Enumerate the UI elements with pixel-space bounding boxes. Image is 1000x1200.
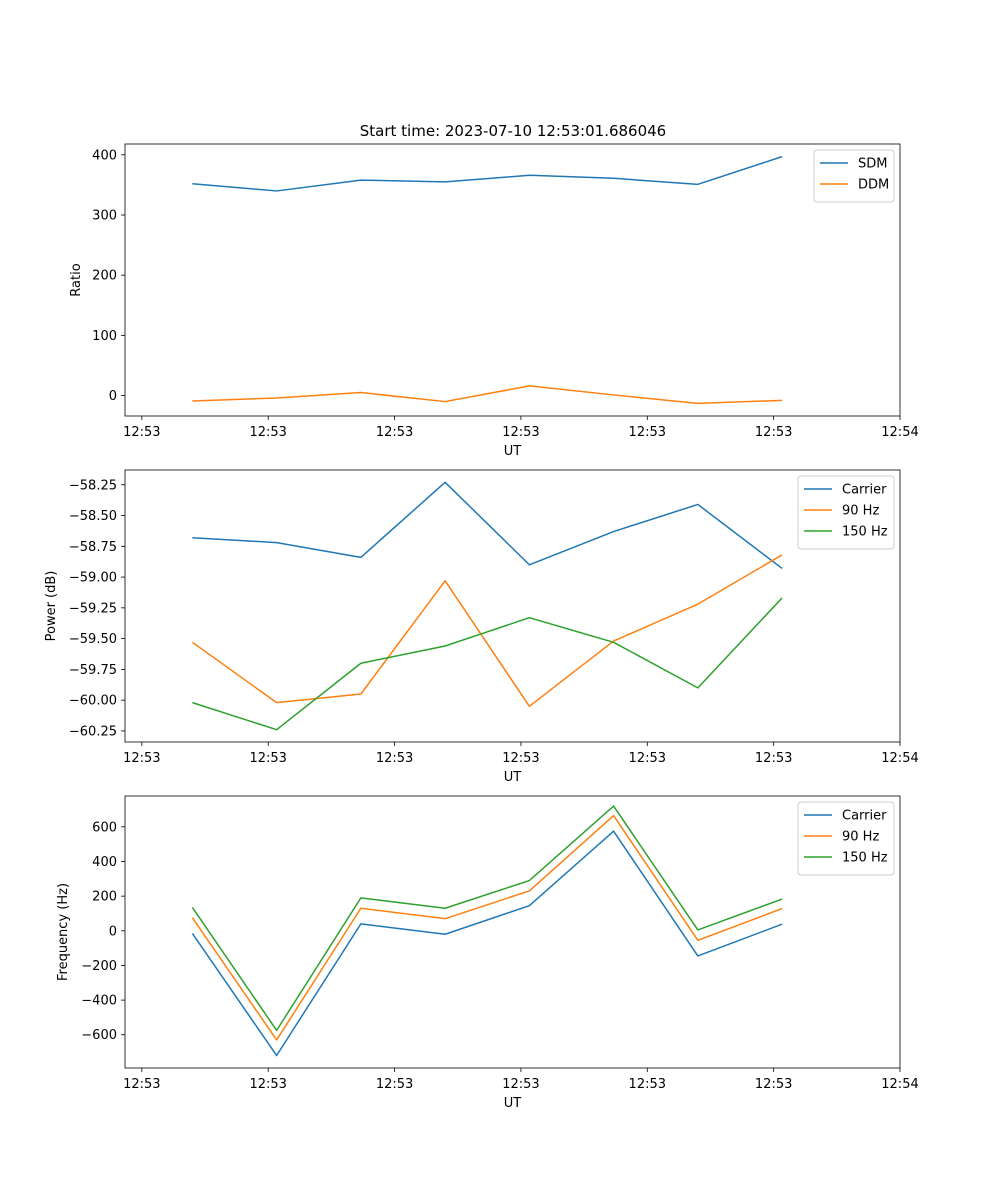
series-line-150-hz: [192, 597, 783, 731]
x-tick-label: 12:53: [249, 1077, 286, 1092]
y-tick-label: 0: [109, 389, 117, 404]
y-tick-label: −60.25: [69, 724, 117, 739]
x-tick-label: 12:53: [376, 1077, 413, 1092]
y-tick-label: 200: [92, 890, 117, 905]
x-tick-label: 12:53: [249, 425, 286, 440]
x-tick-label: 12:53: [629, 1077, 666, 1092]
x-tick-label: 12:53: [376, 425, 413, 440]
x-tick-label: 12:53: [629, 425, 666, 440]
x-tick-label: 12:53: [376, 751, 413, 766]
series-line-ddm: [192, 385, 783, 405]
legend-label: 150 Hz: [842, 851, 888, 866]
panels: 12:53 12:53 12:53 12:53 12:53 12:53 12:54 0 100 2…: [44, 143, 919, 1111]
y-axis-label: Ratio: [69, 263, 84, 296]
y-tick-label: 0: [109, 924, 117, 939]
y-tick-label: −59.00: [69, 571, 117, 586]
legend-label: 90 Hz: [842, 504, 879, 519]
legend-label: 90 Hz: [842, 830, 879, 845]
x-tick-label: 12:53: [249, 751, 286, 766]
legend-label: Carrier: [842, 483, 887, 498]
axes-frame: [124, 469, 901, 743]
x-tick-label: 12:54: [881, 425, 918, 440]
y-tick-label: 100: [92, 329, 117, 344]
x-axis-label: UT: [504, 444, 522, 459]
legend-label: DDM: [858, 178, 889, 193]
x-tick-label: 12:53: [755, 1077, 792, 1092]
x-tick-label: 12:53: [123, 425, 160, 440]
x-tick-label: 12:53: [123, 1077, 160, 1092]
y-tick-label: −60.00: [69, 694, 117, 709]
x-axis-label: UT: [504, 770, 522, 785]
x-tick-label: 12:53: [502, 751, 539, 766]
chart-panel-2: 12:53 12:53 12:53 12:53 12:53 12:53 12:54 −60.2…: [44, 469, 919, 785]
y-axis-label: Power (dB): [44, 571, 59, 642]
legend-label: Carrier: [842, 809, 887, 824]
y-tick-label: −600: [81, 1028, 117, 1043]
y-axis-label: Frequency (Hz): [56, 883, 71, 981]
y-tick-label: 600: [92, 820, 117, 835]
x-tick-label: 12:53: [502, 425, 539, 440]
legend: SDM DDM: [813, 149, 895, 203]
legend: Carrier 90 Hz 150 Hz: [797, 475, 895, 550]
legend: Carrier 90 Hz 150 Hz: [797, 801, 895, 876]
series-line-sdm: [192, 155, 783, 192]
series-line-90-hz: [191, 814, 783, 1041]
axes-frame: [124, 795, 901, 1069]
x-tick-label: 12:53: [123, 751, 160, 766]
legend-label: 150 Hz: [842, 525, 888, 540]
y-tick-label: 300: [92, 209, 117, 224]
y-tick-label: −59.50: [69, 632, 117, 647]
series-line-carrier: [192, 481, 783, 570]
series-line-90-hz: [191, 554, 783, 708]
series-line-carrier: [191, 830, 783, 1057]
y-tick-label: −59.25: [69, 601, 117, 616]
x-tick-label: 12:53: [755, 751, 792, 766]
chart-panel-1: 12:53 12:53 12:53 12:53 12:53 12:53 12:54 0 100 2…: [69, 143, 919, 459]
y-tick-label: −200: [81, 959, 117, 974]
y-tick-label: −400: [81, 994, 117, 1009]
y-tick-label: −58.75: [69, 540, 117, 555]
y-tick-label: −58.50: [69, 509, 117, 524]
x-axis-label: UT: [504, 1096, 522, 1111]
x-tick-label: 12:54: [881, 1077, 918, 1092]
y-tick-label: 200: [92, 269, 117, 284]
y-tick-label: 400: [92, 855, 117, 870]
y-tick-label: −58.25: [69, 478, 117, 493]
y-tick-label: −59.75: [69, 663, 117, 678]
legend-label: SDM: [858, 157, 887, 172]
x-tick-label: 12:53: [755, 425, 792, 440]
axes-frame: [124, 143, 901, 417]
x-tick-label: 12:53: [502, 1077, 539, 1092]
series-line-150-hz: [191, 805, 783, 1032]
x-tick-label: 12:54: [881, 751, 918, 766]
chart-panel-3: 12:53 12:53 12:53 12:53 12:53 12:53 12:54 −600 −…: [56, 795, 919, 1111]
y-tick-label: 400: [92, 148, 117, 163]
figure-title: Start time: 2023-07-10 12:53:01.686046: [360, 122, 666, 140]
x-tick-label: 12:53: [629, 751, 666, 766]
